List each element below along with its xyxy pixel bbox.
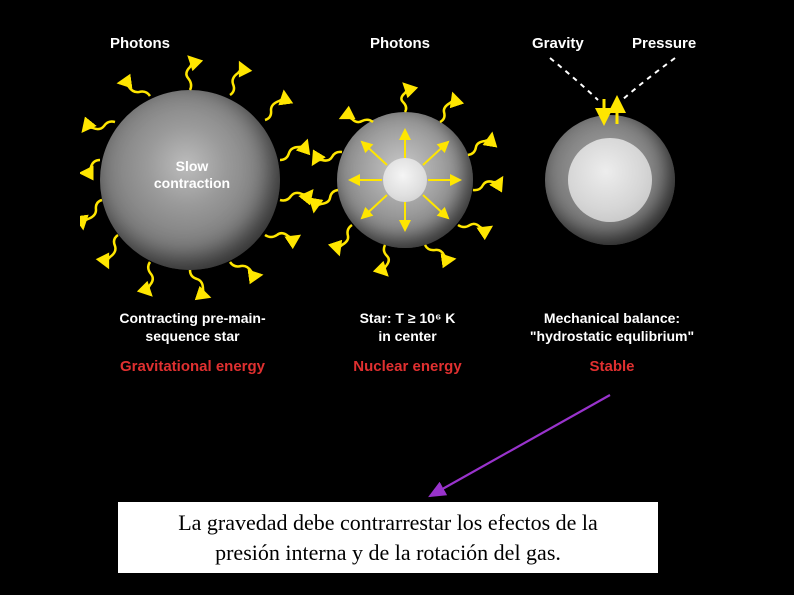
caption-text: La gravedad debe contrarrestar los efect…	[118, 502, 658, 573]
